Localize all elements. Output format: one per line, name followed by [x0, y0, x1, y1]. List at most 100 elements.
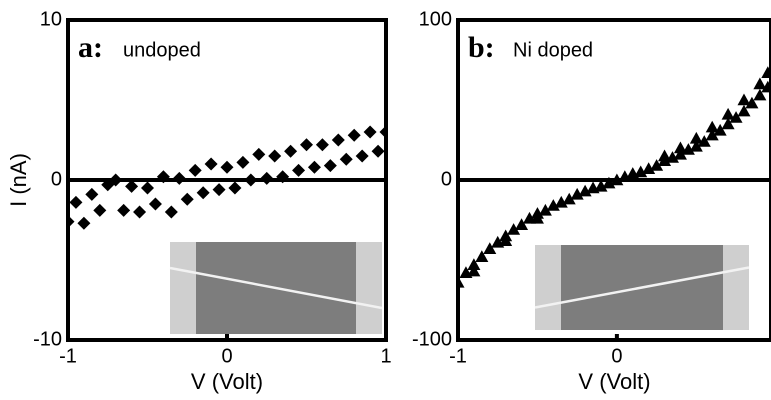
data-point — [578, 184, 592, 197]
data-point — [180, 192, 194, 206]
data-point — [507, 223, 521, 235]
data-point — [236, 155, 250, 169]
x-tick-label: -1 — [59, 345, 77, 367]
x-tick-label: 0 — [221, 345, 232, 367]
x-tick-label: -1 — [449, 345, 467, 367]
data-point — [467, 264, 481, 277]
data-point — [125, 179, 139, 193]
y-tick-label: 0 — [51, 168, 62, 190]
data-point — [554, 195, 568, 208]
data-point — [475, 250, 489, 262]
data-point — [530, 211, 544, 224]
data-point — [292, 163, 306, 177]
data-point — [355, 149, 369, 163]
data-point — [85, 187, 99, 201]
data-point — [753, 88, 767, 101]
data-point — [252, 147, 266, 161]
data-point — [753, 77, 767, 90]
panel-label: b: — [468, 31, 495, 64]
data-point — [323, 159, 337, 173]
x-tick-label: 1 — [380, 345, 391, 367]
data-point — [634, 165, 648, 178]
data-point — [156, 170, 170, 184]
data-point — [212, 183, 226, 197]
data-point — [673, 147, 687, 160]
data-point — [148, 197, 162, 211]
data-point — [77, 216, 91, 230]
electrode — [723, 245, 749, 330]
plot-area — [68, 125, 386, 334]
data-point — [642, 162, 656, 174]
y-axis-label: I (nA) — [6, 153, 31, 207]
data-point — [300, 138, 313, 152]
data-point — [172, 171, 186, 185]
data-point — [515, 218, 529, 230]
panel-label: a: — [78, 31, 103, 64]
y-tick-label: 0 — [441, 168, 452, 190]
data-point — [689, 139, 703, 152]
data-point — [499, 234, 513, 246]
data-point — [133, 205, 147, 219]
data-point — [204, 157, 218, 171]
data-point — [570, 187, 584, 200]
data-point — [347, 128, 361, 142]
electrode — [356, 242, 382, 334]
data-point — [363, 125, 377, 139]
x-tick-label: 0 — [611, 345, 622, 367]
nanowire — [534, 266, 750, 309]
data-point — [196, 186, 210, 200]
data-point — [610, 173, 624, 186]
data-point — [268, 149, 282, 163]
data-point — [109, 173, 123, 187]
data-point — [188, 163, 202, 177]
x-axis-label: V (Volt) — [191, 369, 263, 394]
electrode — [535, 245, 561, 330]
data-point — [339, 152, 353, 166]
data-point — [729, 111, 743, 123]
data-point — [538, 203, 552, 216]
data-point — [594, 179, 608, 192]
data-point — [315, 138, 329, 152]
plot-area — [458, 66, 771, 330]
data-point — [467, 258, 481, 270]
data-point — [618, 170, 632, 182]
nanowire — [169, 266, 383, 310]
data-point — [602, 176, 616, 189]
data-point — [745, 96, 759, 109]
data-point — [371, 144, 385, 158]
panel-title: undoped — [123, 39, 201, 61]
data-point — [650, 159, 664, 171]
data-point — [93, 203, 107, 217]
data-point — [260, 171, 274, 185]
data-point — [761, 66, 771, 78]
data-point — [331, 133, 345, 147]
data-point — [737, 104, 751, 117]
panel-title: Ni doped — [513, 39, 593, 61]
data-point — [546, 199, 560, 211]
data-point — [689, 131, 703, 144]
data-point — [284, 144, 298, 158]
data-point — [164, 205, 178, 219]
y-tick-label: 10 — [40, 8, 62, 30]
data-point — [228, 181, 242, 195]
data-point — [141, 181, 154, 195]
data-point — [483, 242, 497, 254]
x-axis-label: V (Volt) — [578, 369, 650, 394]
data-point — [307, 160, 321, 174]
y-tick-label: -100 — [412, 328, 452, 350]
data-point — [69, 195, 83, 209]
data-point — [244, 173, 258, 187]
data-point — [697, 135, 711, 147]
data-point — [673, 141, 687, 154]
y-tick-label: -10 — [33, 328, 62, 350]
electrode — [170, 242, 196, 334]
data-point — [220, 160, 234, 174]
y-tick-label: 100 — [419, 8, 452, 30]
data-point — [713, 123, 727, 136]
data-point — [761, 80, 771, 93]
data-point — [117, 203, 131, 217]
data-point — [658, 149, 672, 162]
data-point — [737, 93, 751, 106]
